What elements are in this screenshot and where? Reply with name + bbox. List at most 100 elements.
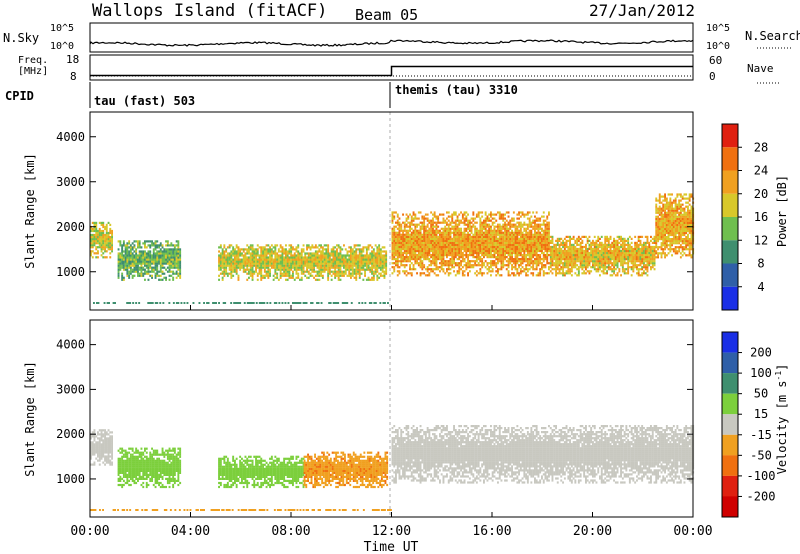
echo-cell [430,249,433,253]
echo-cell [410,274,413,277]
echo-cell [648,256,651,259]
echo-cell [221,252,224,255]
echo-cell [177,258,180,261]
echo-cell [285,274,287,277]
echo-cell [655,242,658,245]
echo-cell [541,243,543,246]
echo-cell [255,250,257,253]
echo-cell [600,235,603,238]
echo-cell [618,241,621,244]
echo-cell [311,252,314,255]
echo-cell [643,262,645,265]
echo-cell [117,240,120,243]
echo-cell [514,245,517,249]
echo-cell [497,227,499,230]
echo-cell [409,251,411,255]
echo-cell [549,260,552,263]
echo-cell [396,215,399,218]
echo-cell [528,249,531,253]
echo-cell [505,264,508,267]
echo-cell [128,254,131,257]
echo-cell [542,221,545,224]
echo-cell [430,225,433,228]
echo-cell [410,256,413,259]
echo-cell [334,268,337,271]
echo-cell [548,213,550,216]
echo-cell [283,268,286,271]
echo-cell [497,233,499,236]
echo-cell [270,258,273,261]
echo-cell [558,237,561,240]
echo-cell [241,254,243,257]
echo-cell [316,274,319,277]
echo-cell [306,256,308,259]
echo-cell [122,250,125,253]
echo-cell [102,225,105,229]
echo-cell [121,278,124,281]
echo-cell [655,217,658,220]
echo-cell [593,258,596,261]
echo-cell [498,235,501,238]
echo-cell [525,241,528,244]
echo-cell [311,256,314,259]
echo-cell [621,258,624,261]
echo-cell [161,254,164,257]
echo-cell [507,235,510,238]
echo-cell [223,252,226,255]
echo-cell [321,256,324,259]
echo-cell [565,251,568,255]
echo-cell [484,249,487,253]
echo-cell [628,243,631,246]
echo-cell [121,272,124,275]
echo-cell [451,247,454,251]
echo-cell [546,239,549,242]
echo-cell [269,272,271,275]
echo-cell [133,254,136,257]
echo-cell [419,251,422,255]
echo-cell [396,237,399,240]
echo-cell [417,211,420,214]
echo-cell [385,266,388,269]
echo-cell [602,268,605,271]
echo-cell [439,256,441,259]
echo-cell [488,231,491,234]
echo-cell [337,268,340,271]
echo-cell [161,258,164,261]
echo-cell [479,219,482,222]
echo-cell [414,247,417,251]
echo-cell [451,249,454,253]
echo-cell [369,260,372,263]
echo-cell [475,213,478,216]
echo-cell [632,266,635,269]
echo-cell [646,254,649,257]
echo-cell [498,233,501,236]
echo-cell [613,237,615,240]
echo-cell [586,260,589,263]
echo-cell [97,240,99,243]
echo-cell [260,254,263,257]
echo-cell [453,270,455,273]
echo-cell [360,262,363,265]
echo-cell [398,247,401,251]
echo-cell [332,254,335,257]
echo-cell [483,247,485,251]
echo-cell [463,274,466,277]
echo-cell [447,215,450,218]
echo-cell [226,264,229,267]
echo-cell [460,256,462,259]
echo-cell [248,246,250,249]
echo-cell [541,262,543,265]
echo-cell [440,231,443,234]
echo-cell [379,254,382,257]
echo-cell [570,247,573,251]
echo-cell [105,236,108,239]
echo-cell [172,256,175,259]
echo-cell [242,268,245,271]
echo-cell [535,243,538,246]
echo-cell [446,211,448,214]
echo-cell [93,238,96,241]
echo-cell [90,254,92,257]
echo-cell [565,264,568,267]
echo-cell [102,246,105,249]
echo-cell [297,254,300,257]
